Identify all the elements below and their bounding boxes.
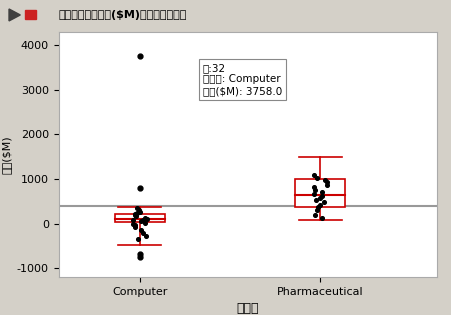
Point xyxy=(321,200,328,205)
Point xyxy=(129,217,137,222)
Point xyxy=(133,206,140,211)
Point xyxy=(323,180,331,185)
Point xyxy=(315,204,322,209)
Point xyxy=(132,213,139,218)
Point xyxy=(132,214,139,219)
Point xyxy=(133,210,141,215)
Text: タイプによる利益($M)の一元配置分析: タイプによる利益($M)の一元配置分析 xyxy=(59,10,187,20)
Point xyxy=(135,208,143,213)
Point xyxy=(131,225,138,230)
Point xyxy=(318,216,326,221)
Point xyxy=(130,221,137,226)
Text: 行:32
タイプ: Computer
利益($M): 3758.0: 行:32 タイプ: Computer 利益($M): 3758.0 xyxy=(203,63,282,96)
Point xyxy=(143,234,150,239)
Point xyxy=(312,187,319,192)
Point xyxy=(139,230,147,235)
Point xyxy=(142,220,149,225)
Point xyxy=(323,182,330,187)
Bar xyxy=(295,179,345,207)
Point xyxy=(316,202,323,207)
Point xyxy=(311,212,318,217)
Point xyxy=(138,219,145,224)
Point xyxy=(132,212,139,217)
Y-axis label: 利益($M): 利益($M) xyxy=(1,135,11,174)
Point xyxy=(318,189,325,194)
Point xyxy=(311,173,318,178)
Point xyxy=(310,192,317,197)
Point xyxy=(143,216,150,221)
Point xyxy=(139,218,147,223)
Point xyxy=(310,185,318,190)
Point xyxy=(313,208,321,213)
Point xyxy=(138,228,145,233)
Point xyxy=(134,237,142,242)
Polygon shape xyxy=(9,9,20,21)
Point xyxy=(314,175,321,180)
Point xyxy=(317,195,324,200)
Point xyxy=(318,193,325,198)
Bar xyxy=(115,214,165,222)
Point xyxy=(131,222,138,227)
Point xyxy=(321,178,328,183)
X-axis label: タイプ: タイプ xyxy=(237,302,259,315)
Point xyxy=(141,215,148,220)
Point xyxy=(312,198,319,203)
Point xyxy=(137,209,144,214)
Bar xyxy=(25,10,36,20)
